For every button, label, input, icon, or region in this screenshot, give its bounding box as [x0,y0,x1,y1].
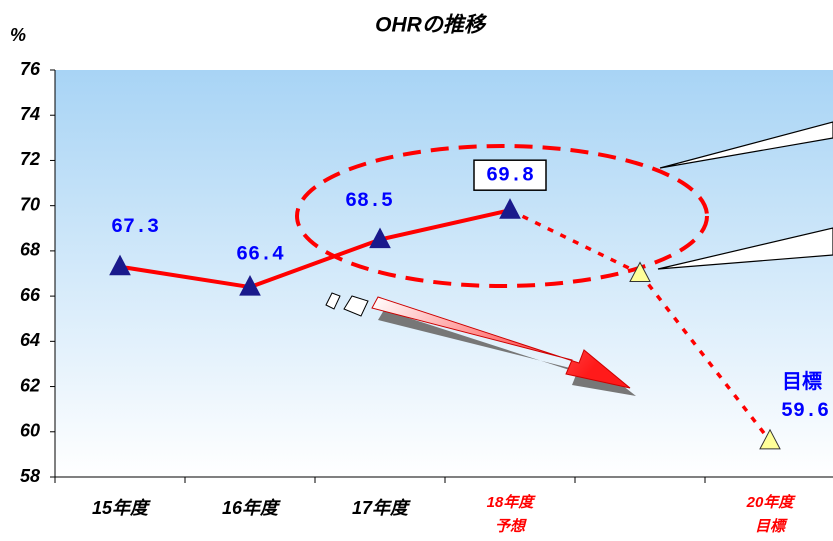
chart-title: OHRの推移 [375,13,488,37]
y-tick-label: 58 [20,466,40,486]
y-tick-label: 60 [20,421,40,441]
y-tick-label: 66 [20,285,41,305]
data-label: 66.4 [236,243,284,266]
y-tick-label: 64 [20,330,40,350]
arrow [371,296,631,389]
label-box [473,159,547,191]
data-label: 68.5 [345,190,393,213]
line-segment [119,264,251,290]
arrow-shadow [378,310,636,396]
data-label: 67.3 [111,216,159,239]
callout [659,121,833,169]
arrow-tail [343,295,369,317]
marker [759,428,781,450]
y-tick-label: 72 [20,149,40,169]
data-label: 59.6 [781,400,829,423]
marker [499,198,521,219]
marker [369,227,391,249]
x-tick-label: 15年度 [92,498,151,518]
decorations [295,121,833,396]
y-tick-label: 70 [20,194,40,214]
highlight-ellipse [295,144,709,288]
marker [239,274,261,296]
line-segment [249,237,381,289]
line-segment [379,208,511,242]
data-label: 69.8 [486,164,534,187]
plot-area [55,70,833,477]
x-tick-label: 18年度予想 [487,493,537,535]
y-tick-label: 76 [20,59,41,79]
y-tick-label: 62 [20,375,40,395]
x-tick-label: 20年度目標 [746,493,797,535]
marker [109,254,131,276]
x-tick-label: 16年度 [222,498,281,518]
y-tick-label: 68 [20,240,40,260]
arrow-tail [325,292,341,310]
y-tick-label: 74 [20,104,40,124]
annotation: 目標 [782,369,822,395]
callout [657,227,833,270]
y-axis-label: % [10,25,26,45]
x-tick-label: 17年度 [352,498,411,518]
projected-segment [509,208,641,276]
marker [629,261,651,282]
